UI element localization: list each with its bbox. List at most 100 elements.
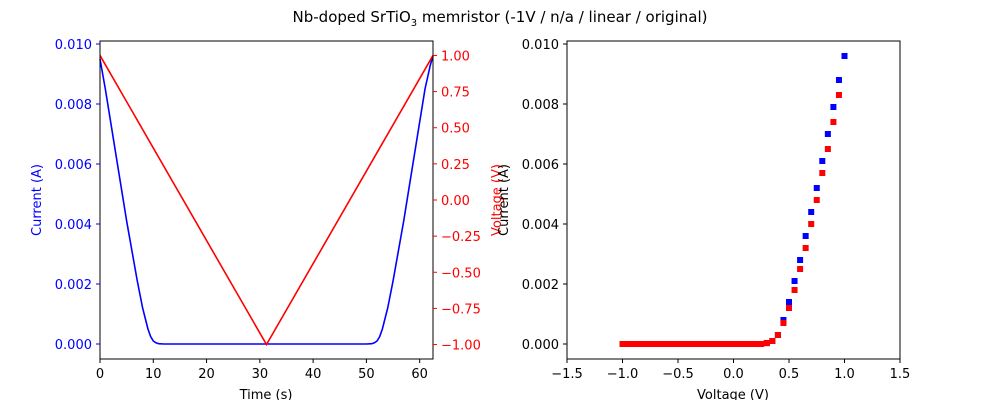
x-tick-label: 0.5 <box>779 367 800 382</box>
scatter-point-red <box>835 92 842 98</box>
scatter-point-blue <box>835 77 842 83</box>
x-tick-label: 0 <box>96 367 104 382</box>
scatter-point-blue <box>802 233 809 239</box>
y-tick-label-voltage: −0.25 <box>441 230 481 245</box>
left-chart-xlabel: Time (s) <box>239 388 293 400</box>
scatter-point-red <box>730 341 737 347</box>
y-tick-label-current: 0.006 <box>55 158 92 173</box>
scatter-point-red <box>802 245 809 251</box>
scatter-point-red <box>780 320 787 326</box>
scatter-point-red <box>786 305 792 311</box>
scatter-point-red <box>741 341 748 347</box>
y-tick-label-voltage: 0.00 <box>441 194 470 209</box>
scatter-point-red <box>719 341 726 347</box>
y-tick-label: 0.006 <box>522 158 559 173</box>
scatter-point-blue <box>797 257 804 263</box>
scatter-point-red <box>797 266 804 272</box>
x-tick-label: 50 <box>358 367 375 382</box>
x-tick-label: 20 <box>198 367 215 382</box>
y-tick-label-voltage: −0.75 <box>441 302 481 317</box>
y-tick-label-voltage: −1.00 <box>441 339 481 354</box>
x-tick-label: 10 <box>145 367 162 382</box>
y-tick-label-voltage: 0.75 <box>441 86 470 101</box>
scatter-point-red <box>830 119 837 125</box>
right-chart: −1.5 −1.0 −0.5 0.0 0.5 1.0 1.5 0.000 0.002 0.004 0… <box>522 38 911 382</box>
left-chart-ylabel-right: Voltage (V) <box>490 164 505 236</box>
x-tick-label: 60 <box>411 367 428 382</box>
scatter-point-red <box>813 197 820 203</box>
y-tick-label: 0.002 <box>522 278 559 293</box>
scatter-point-red <box>669 341 676 347</box>
scatter-point-red <box>636 341 643 347</box>
scatter-point-red <box>702 341 709 347</box>
scatter-point-red <box>625 341 632 347</box>
left-chart-ylabel: Current (A) <box>30 164 45 236</box>
scatter-point-blue <box>841 53 848 59</box>
scatter-point-red <box>774 332 781 338</box>
figure-title-subscript: 3 <box>411 18 417 29</box>
scatter-point-red <box>747 341 754 347</box>
x-tick-label: 0.0 <box>723 367 744 382</box>
figure-title-main: Nb-doped SrTiO <box>293 8 411 26</box>
scatter-point-blue <box>808 209 815 215</box>
scatter-point-red <box>658 341 665 347</box>
current-line <box>99 55 434 345</box>
scatter-point-red <box>708 341 715 347</box>
y-tick-label-voltage: 1.00 <box>441 49 470 64</box>
right-chart-ylabel: Current (A) <box>497 164 512 236</box>
scatter-point-red <box>819 170 826 176</box>
x-tick-label: −0.5 <box>662 367 694 382</box>
scatter-point-red <box>824 146 831 152</box>
y-tick-label: 0.000 <box>522 338 559 353</box>
scatter-point-blue <box>791 278 798 284</box>
left-chart: 0 10 20 30 40 50 60 0.000 0.002 0.004 0.006 0.008 0.… <box>55 38 481 382</box>
scatter-point-red <box>691 341 698 347</box>
y-tick-label-current: 0.002 <box>55 278 92 293</box>
scatter-point-red <box>652 341 659 347</box>
y-tick-label-current: 0.000 <box>55 338 92 353</box>
x-tick-label: 1.0 <box>834 367 855 382</box>
scatter-point-red <box>713 341 720 347</box>
figure-title: Nb-doped SrTiO3 memristor (-1V / n/a / l… <box>293 8 708 29</box>
y-tick-label-voltage: −0.50 <box>441 266 481 281</box>
scatter-point-red <box>697 341 704 347</box>
scatter-point-red <box>769 338 776 344</box>
y-tick-label-current: 0.008 <box>55 98 92 113</box>
scatter-point-red <box>680 341 687 347</box>
scatter-point-red <box>619 341 626 347</box>
scatter-point-red <box>752 341 759 347</box>
x-tick-label: −1.0 <box>607 367 639 382</box>
y-tick-label-current: 0.004 <box>55 218 92 233</box>
scatter-point-red <box>675 341 681 347</box>
scatter-point-blue <box>813 185 820 191</box>
x-tick-label: 40 <box>305 367 322 382</box>
scatter-point-red <box>641 341 648 347</box>
scatter-point-red <box>763 340 770 347</box>
scatter-point-red <box>758 341 765 347</box>
y-tick-label-voltage: 0.25 <box>441 158 470 173</box>
scatter-point-blue <box>824 131 831 137</box>
scatter-point-red <box>791 287 798 293</box>
x-tick-label: 30 <box>252 367 269 382</box>
scatter-point-blue <box>786 299 792 305</box>
right-plot-frame <box>566 40 901 360</box>
scatter-point-red <box>663 341 670 347</box>
right-chart-xlabel: Voltage (V) <box>697 388 769 400</box>
x-tick-label: −1.5 <box>551 367 583 382</box>
scatter-point-red <box>736 341 743 347</box>
y-tick-label-current: 0.010 <box>55 38 92 53</box>
y-tick-label: 0.008 <box>522 98 559 113</box>
y-tick-label-voltage: 0.50 <box>441 122 470 137</box>
scatter-point-red <box>630 341 637 347</box>
scatter-point-red <box>724 341 731 347</box>
scatter-point-red <box>808 221 815 227</box>
scatter-point-blue <box>819 158 826 164</box>
scatter-point-red <box>686 341 693 347</box>
y-tick-label: 0.010 <box>522 38 559 53</box>
left-plot-frame <box>99 40 434 360</box>
y-tick-label: 0.004 <box>522 218 559 233</box>
figure-title-rest: memristor (-1V / n/a / linear / original… <box>417 8 707 26</box>
voltage-line <box>99 55 434 347</box>
x-tick-label: 1.5 <box>890 367 911 382</box>
